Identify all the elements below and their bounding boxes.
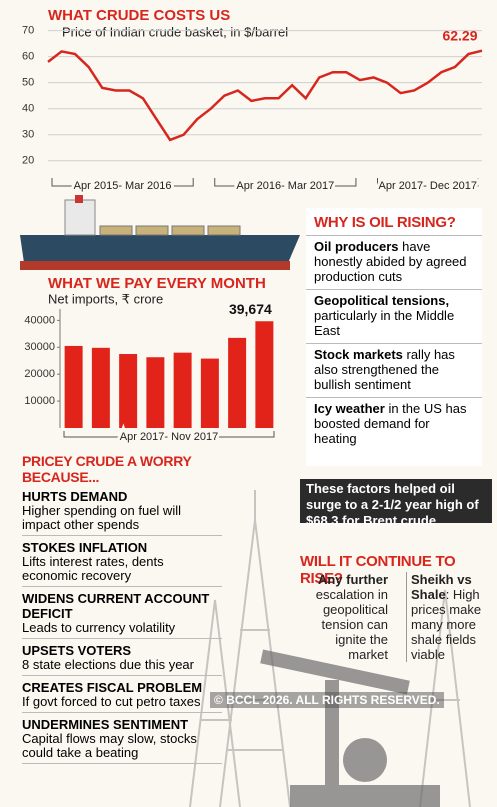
- why-item-text: have honestly abided by agreed productio…: [314, 239, 467, 284]
- watermark: © BCCL 2026. ALL RIGHTS RESERVED.: [210, 692, 444, 708]
- bar: [146, 357, 165, 428]
- why-title: WHY IS OIL RISING?: [314, 214, 456, 231]
- worry-text: If govt forced to cut petro taxes: [22, 695, 222, 713]
- continue-right-text: : High prices make many more shale field…: [411, 587, 482, 662]
- why-item: Geopolitical tensions, particularly in t…: [306, 289, 482, 343]
- y-tick-label: 30: [22, 129, 34, 141]
- period-bracket: [51, 178, 194, 187]
- worry-heading: STOKES INFLATION: [22, 540, 148, 555]
- bar: [91, 347, 110, 428]
- why-item-text: particularly in the Middle East: [314, 308, 455, 338]
- y-tick-label: 20000: [24, 368, 55, 380]
- factors-text: These factors helped oil surge to a 2-1/…: [306, 481, 479, 528]
- bar: [173, 352, 192, 428]
- price-line: [47, 49, 483, 142]
- worry-title: PRICEY CRUDE A WORRY BECAUSE...: [22, 453, 192, 485]
- why-item: Oil producers have honestly abided by ag…: [306, 235, 482, 289]
- worry-heading: WIDENS CURRENT ACCOUNT DEFICIT: [22, 591, 210, 621]
- why-item-bold: Geopolitical tensions,: [314, 293, 450, 308]
- y-tick-label: 60: [22, 51, 34, 63]
- y-tick-label: 40: [22, 103, 34, 115]
- why-item-text: in the US has boosted demand for heating: [314, 401, 467, 446]
- ship-illustration: [20, 195, 300, 270]
- factors-box: These factors helped oil surge to a 2-1/…: [300, 479, 492, 528]
- worry-heading: UPSETS VOTERS: [22, 643, 132, 658]
- y-tick-label: 40000: [24, 314, 55, 326]
- worry-heading: CREATES FISCAL PROBLEM: [22, 680, 203, 695]
- period-bracket: [377, 178, 479, 187]
- period-label: Apr 2017- Nov 2017: [120, 431, 218, 443]
- period-label: Apr 2015- Mar 2016: [74, 180, 172, 192]
- value-label: 62.29: [442, 27, 477, 43]
- why-box: WHY IS OIL RISING? Oil producers have ho…: [306, 208, 482, 466]
- bar: [228, 337, 247, 428]
- y-tick-label: 20: [22, 155, 34, 167]
- continue-title: WILL IT CONTINUE TO RISE?: [300, 553, 456, 587]
- continue-right: Sheikh vs Shale: High prices make many m…: [406, 572, 497, 662]
- worry-section: PRICEY CRUDE A WORRY BECAUSE... HURTS DE…: [22, 453, 222, 764]
- worry-heading: UNDERMINES SENTIMENT: [22, 717, 189, 732]
- chart-subtitle: Net imports, ₹ crore: [48, 291, 163, 306]
- worry-text: 8 state elections due this year: [22, 658, 222, 676]
- period-bracket: [63, 431, 275, 438]
- bar: [200, 358, 219, 428]
- bar: [64, 345, 83, 428]
- continue-left-bold: Any further: [317, 572, 388, 587]
- chart-title: WHAT CRUDE COSTS US: [48, 7, 230, 24]
- period-label: Apr 2016- Mar 2017: [236, 180, 334, 192]
- value-label: 39,674: [229, 301, 272, 317]
- worry-text: Lifts interest rates, dents economic rec…: [22, 555, 222, 587]
- y-tick-label: 10000: [24, 395, 55, 407]
- chart-subtitle: Price of Indian crude basket, in $/barre…: [62, 24, 288, 39]
- continue-left: Any further escalation in geopolitical t…: [300, 572, 388, 662]
- why-item-bold: Oil producers: [314, 239, 399, 254]
- period-bracket: [214, 178, 357, 187]
- why-item-bold: Stock markets: [314, 347, 403, 362]
- y-tick-label: 50: [22, 77, 34, 89]
- y-tick-label: 70: [22, 25, 34, 37]
- bar: [255, 321, 274, 428]
- y-tick-label: 30000: [24, 341, 55, 353]
- chart-title: WHAT WE PAY EVERY MONTH: [48, 275, 266, 292]
- continue-left-text: escalation in geopolitical tension can i…: [315, 587, 388, 662]
- worry-text: Leads to currency volatility: [22, 621, 222, 639]
- worry-heading: HURTS DEMAND: [22, 489, 128, 504]
- why-item-bold: Icy weather: [314, 401, 385, 416]
- why-item: Icy weather in the US has boosted demand…: [306, 397, 482, 451]
- period-label: Apr 2017- Dec 2017: [379, 180, 477, 192]
- worry-text: Higher spending on fuel will impact othe…: [22, 504, 222, 536]
- worry-text: Capital flows may slow, stocks could tak…: [22, 732, 222, 764]
- bar: [119, 354, 138, 428]
- why-item-text: rally has also strengthened the bullish …: [314, 347, 455, 392]
- continue-right-bold: Sheikh vs Shale: [411, 572, 472, 602]
- why-item: Stock markets rally has also strengthene…: [306, 343, 482, 397]
